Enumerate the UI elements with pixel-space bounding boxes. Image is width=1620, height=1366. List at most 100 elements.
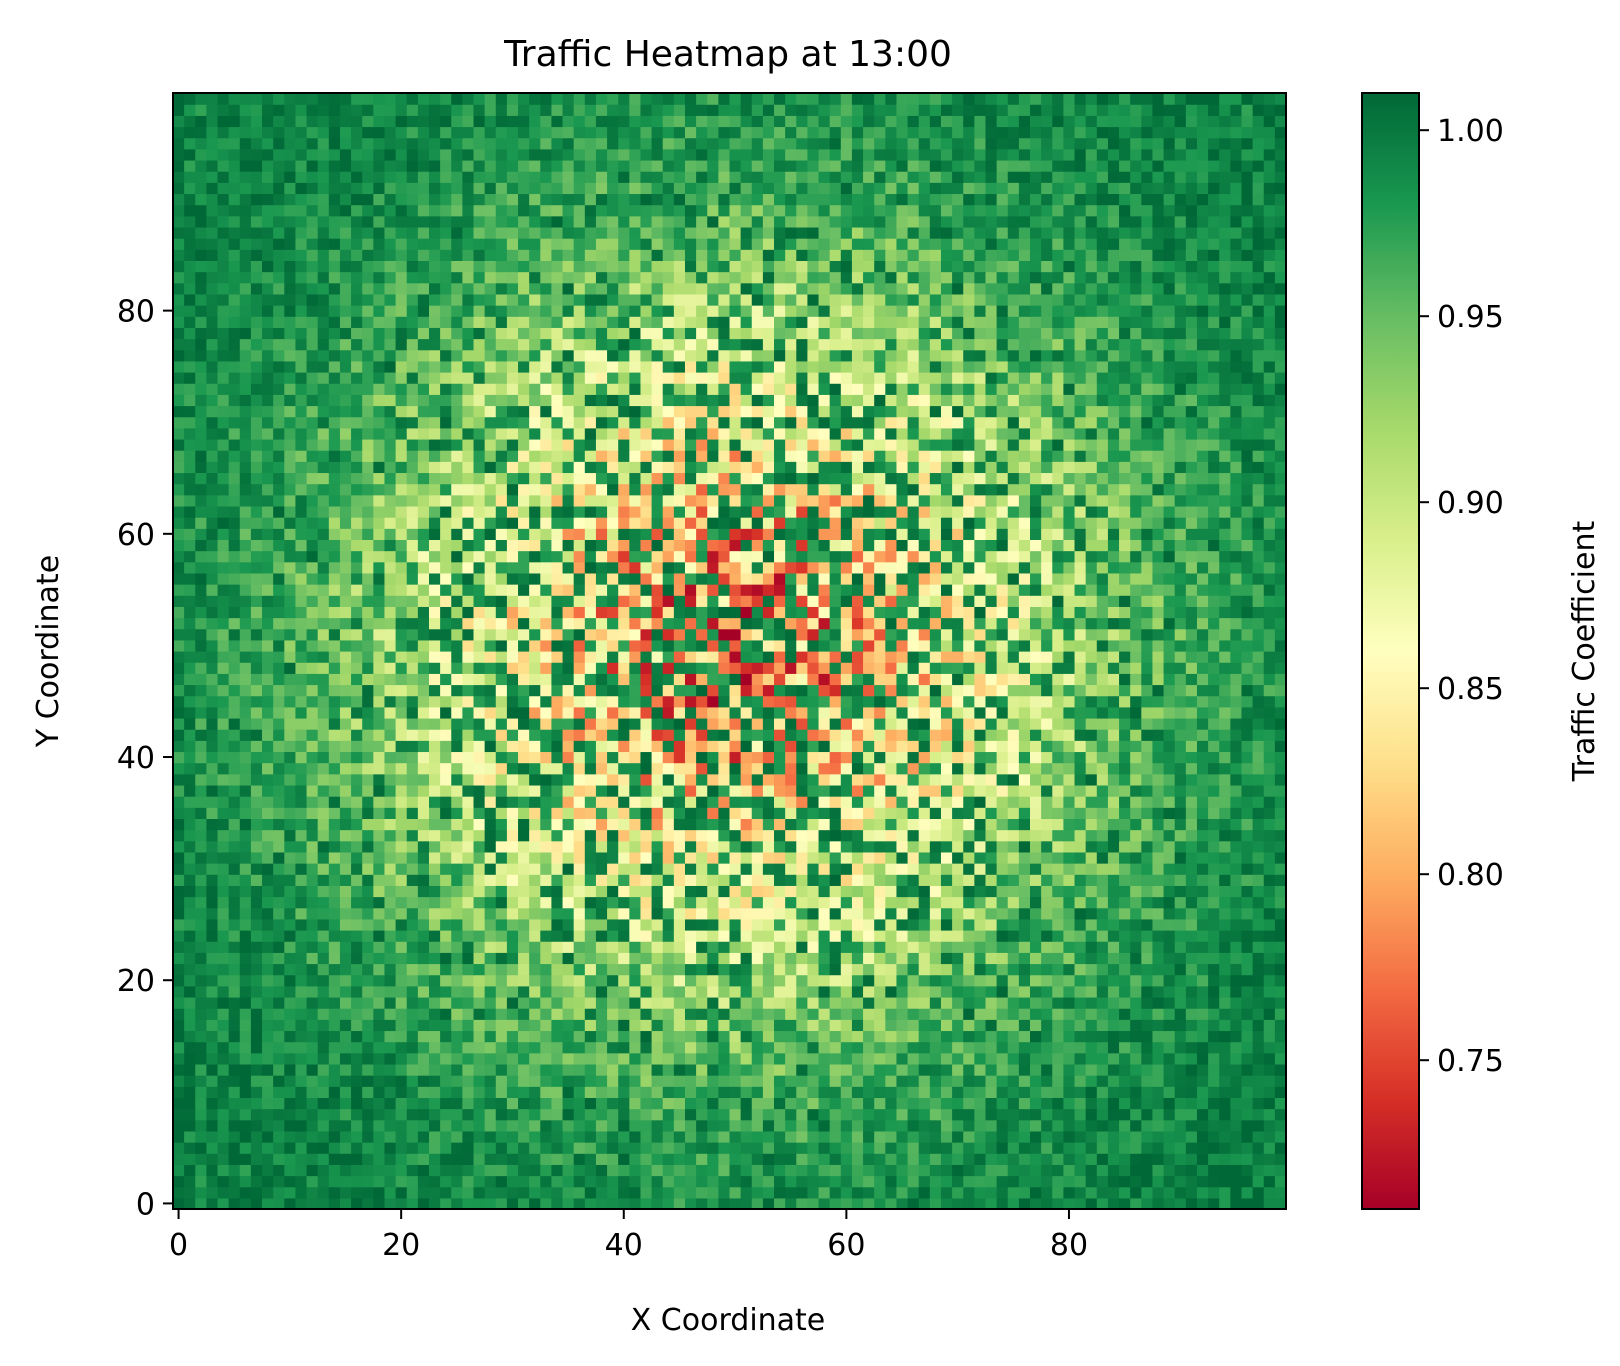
heatmap-cell (1130, 907, 1142, 920)
heatmap-cell (1252, 706, 1265, 719)
heatmap-cell (1030, 695, 1042, 708)
heatmap-cell (518, 1063, 530, 1076)
heatmap-cell (173, 773, 185, 786)
heatmap-cell (985, 729, 998, 741)
heatmap-cell (250, 762, 263, 775)
heatmap-cell (295, 1097, 308, 1110)
heatmap-cell (339, 1075, 352, 1087)
heatmap-cell (740, 840, 753, 853)
heatmap-cell (707, 1175, 719, 1188)
heatmap-cell (896, 840, 909, 853)
heatmap-cell (907, 1097, 920, 1110)
heatmap-cell (1030, 1019, 1042, 1032)
heatmap-cell (629, 762, 642, 775)
heatmap-cell (506, 1041, 519, 1054)
heatmap-cell (1241, 996, 1254, 1009)
heatmap-cell (751, 651, 764, 663)
heatmap-cell (573, 818, 586, 831)
heatmap-cell (918, 907, 931, 920)
heatmap-cell (729, 740, 742, 753)
heatmap-cell (395, 1108, 408, 1121)
heatmap-cell (762, 840, 775, 853)
heatmap-cell (1174, 818, 1187, 831)
heatmap-cell (829, 784, 842, 797)
heatmap-cell (718, 1197, 731, 1210)
heatmap-cell (774, 1164, 786, 1177)
heatmap-cell (417, 695, 430, 708)
heatmap-cell (1041, 918, 1053, 931)
heatmap-cell (1219, 1175, 1231, 1188)
heatmap-cell (440, 1008, 452, 1020)
heatmap-cell (907, 896, 920, 909)
heatmap-cell (440, 851, 452, 864)
heatmap-cell (851, 885, 864, 898)
heatmap-cell (974, 717, 987, 730)
heatmap-cell (250, 796, 263, 808)
heatmap-cell (996, 1030, 1009, 1043)
heatmap-cell (1096, 974, 1109, 987)
heatmap-cell (818, 1130, 831, 1143)
heatmap-cell (952, 996, 964, 1009)
heatmap-cell (618, 896, 630, 909)
heatmap-cell (629, 1119, 642, 1132)
heatmap-cell (573, 662, 586, 674)
heatmap-cell (317, 1153, 330, 1165)
heatmap-cell (629, 1108, 642, 1121)
heatmap-cell (1107, 896, 1120, 909)
heatmap-cell (684, 1164, 697, 1177)
heatmap-cell (707, 1052, 719, 1065)
heatmap-cell (996, 829, 1009, 842)
heatmap-cell (284, 807, 297, 819)
heatmap-cell (607, 717, 619, 730)
heatmap-cell (595, 662, 608, 674)
heatmap-cell (651, 885, 664, 898)
heatmap-cell (1030, 818, 1042, 831)
heatmap-cell (584, 706, 597, 719)
heatmap-cell (640, 874, 653, 886)
heatmap-cell (250, 695, 263, 708)
heatmap-cell (1219, 941, 1231, 953)
heatmap-cell (451, 818, 463, 831)
heatmap-cell (362, 985, 374, 998)
heatmap-cell (1085, 751, 1098, 764)
heatmap-cell (885, 818, 898, 831)
heatmap-cell (1085, 896, 1098, 909)
heatmap-cell (195, 695, 207, 708)
heatmap-cell (540, 1130, 553, 1143)
heatmap-cell (506, 762, 519, 775)
heatmap-cell (1163, 1108, 1176, 1121)
heatmap-cell (974, 930, 987, 942)
heatmap-cell (417, 930, 430, 942)
heatmap-cell (907, 985, 920, 998)
heatmap-cell (762, 996, 775, 1009)
heatmap-cell (963, 1108, 975, 1121)
heatmap-cell (863, 1186, 875, 1199)
heatmap-cell (907, 1052, 920, 1065)
heatmap-cell (774, 1142, 786, 1154)
heatmap-cell (1163, 885, 1176, 898)
heatmap-cell (1130, 717, 1142, 730)
heatmap-cell (551, 1164, 564, 1177)
heatmap-cell (1241, 896, 1254, 909)
heatmap-cell (963, 1197, 975, 1210)
heatmap-cell (317, 1108, 330, 1121)
heatmap-cell (1130, 896, 1142, 909)
heatmap-cell (807, 740, 820, 753)
heatmap-cell (1074, 1153, 1087, 1165)
heatmap-cell (1152, 807, 1165, 819)
heatmap-cell (317, 796, 330, 808)
heatmap-cell (239, 996, 252, 1009)
heatmap-cell (863, 773, 875, 786)
heatmap-cell (918, 673, 931, 686)
heatmap-cell (1107, 829, 1120, 842)
heatmap-cell (829, 1142, 842, 1154)
heatmap-cell (996, 818, 1009, 831)
heatmap-cell (929, 996, 942, 1009)
heatmap-cell (885, 1052, 898, 1065)
heatmap-cell (1230, 1175, 1243, 1188)
heatmap-cell (295, 717, 308, 730)
heatmap-cell (1030, 796, 1042, 808)
heatmap-cell (428, 1030, 441, 1043)
heatmap-cell (1241, 1052, 1254, 1065)
heatmap-cell (328, 896, 341, 909)
